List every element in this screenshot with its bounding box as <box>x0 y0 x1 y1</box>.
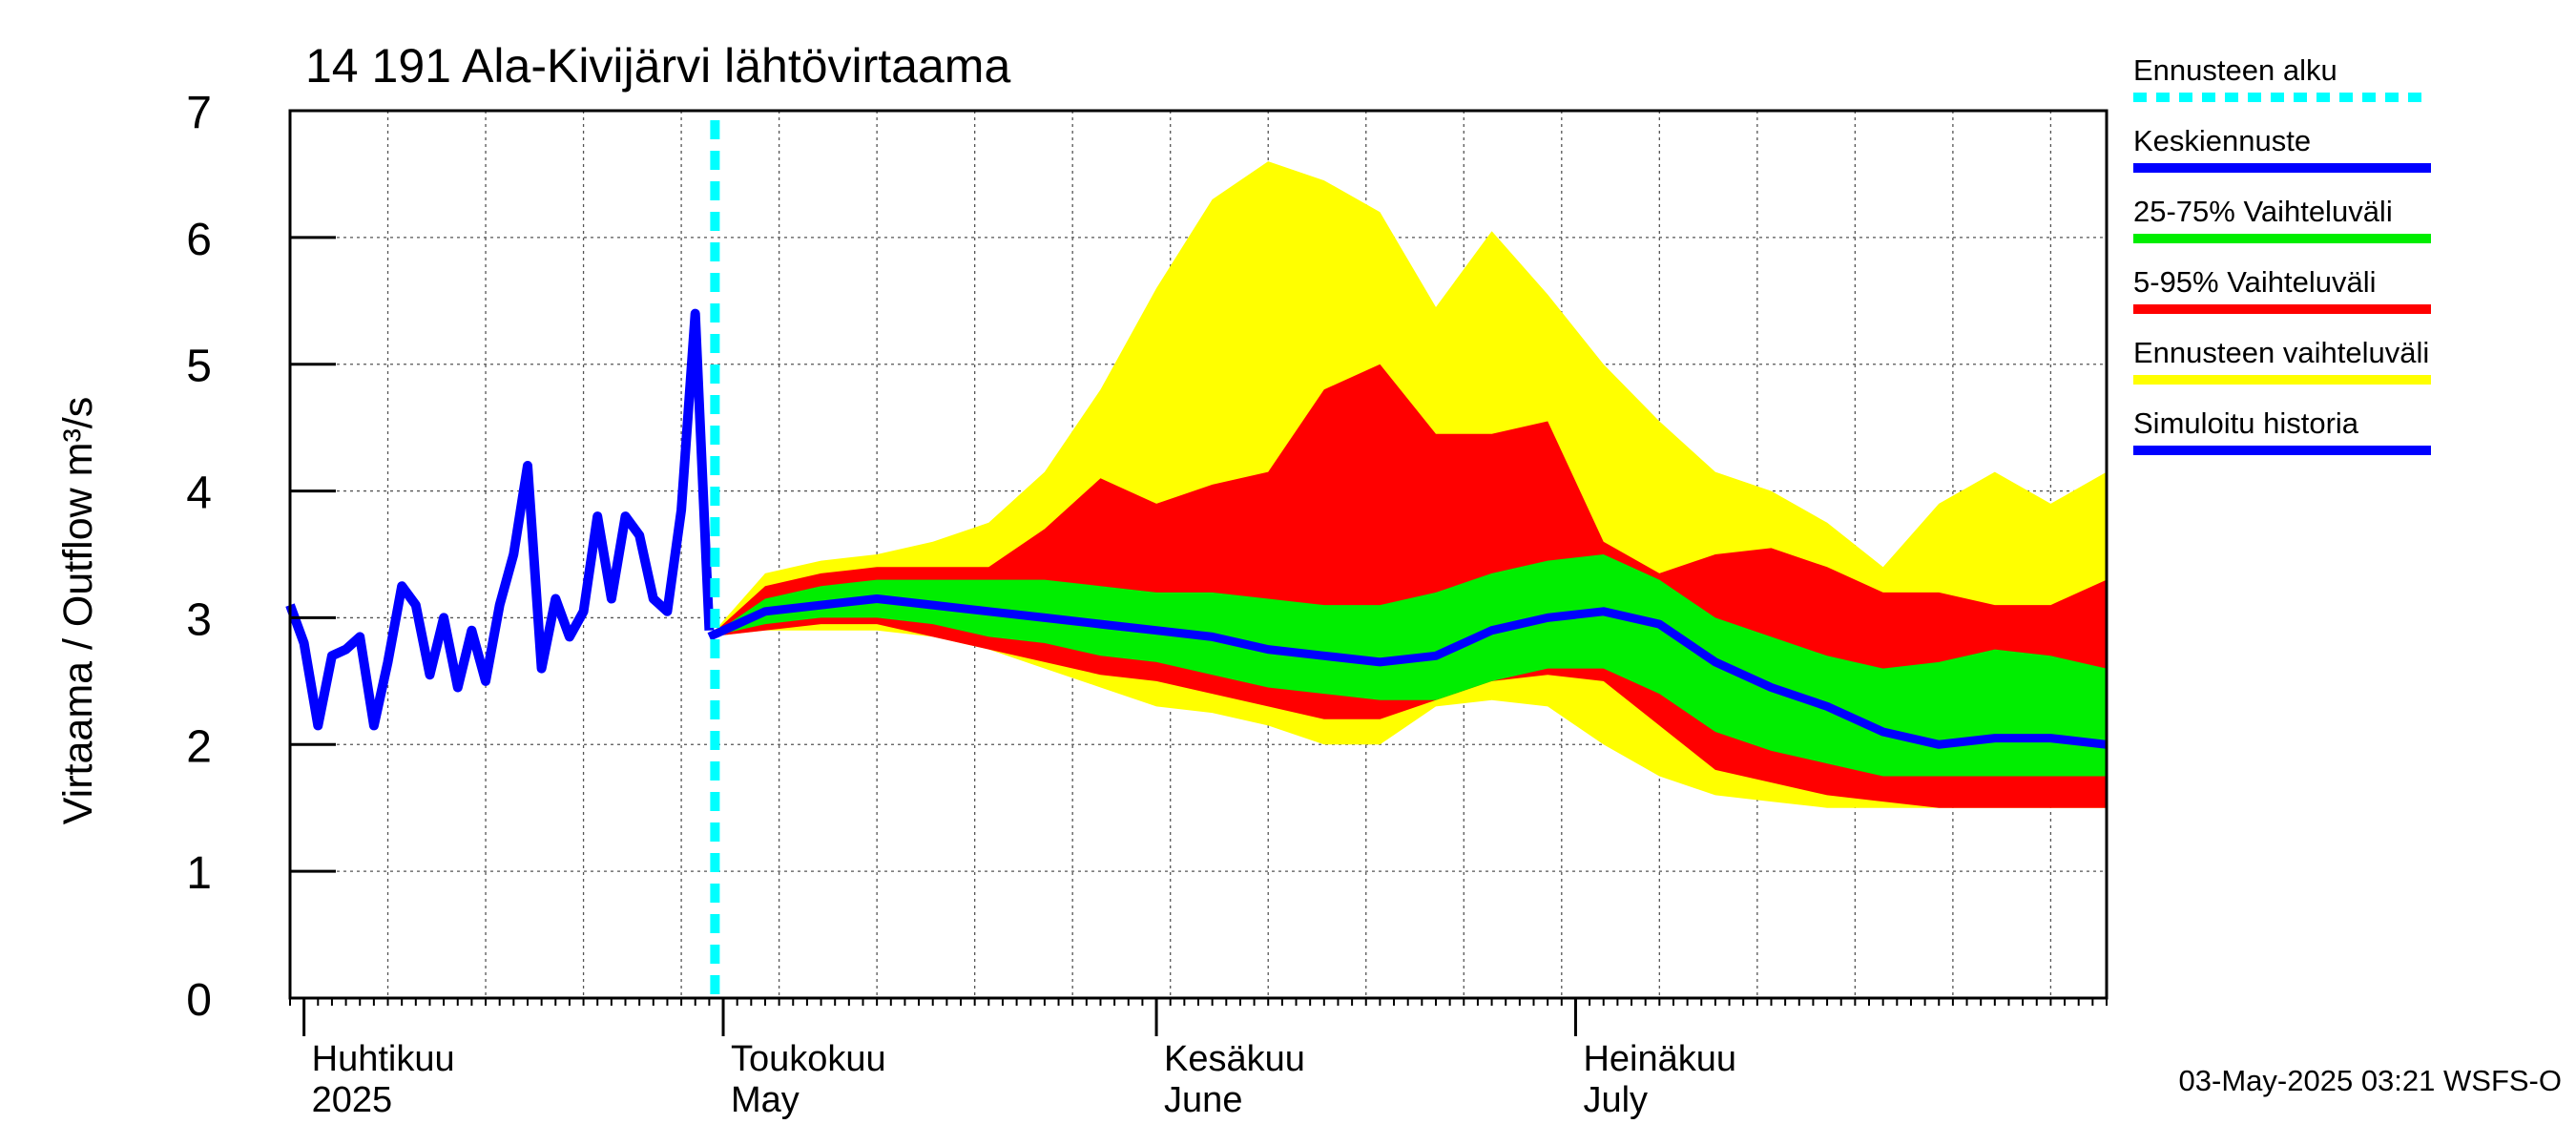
band-25-75 <box>709 554 2107 777</box>
chart-title: 14 191 Ala-Kivijärvi lähtövirtaama <box>305 39 1010 93</box>
x-month-label-en: May <box>731 1080 800 1120</box>
x-month-label-fi: Heinäkuu <box>1583 1039 1736 1079</box>
y-tick-label: 7 <box>186 88 212 138</box>
y-tick-label: 5 <box>186 342 212 392</box>
y-tick-label: 3 <box>186 594 212 645</box>
legend: Ennusteen alku Keskiennuste 25-75% Vaihtel… <box>2133 53 2431 455</box>
y-tick-label: 4 <box>186 468 212 519</box>
legend-label: 5-95% Vaihteluväli <box>2133 265 2376 299</box>
band-25-75-area <box>709 554 2107 777</box>
legend-label: Keskiennuste <box>2133 124 2311 157</box>
y-tick-labels: 0 1 2 3 4 5 6 7 <box>186 88 212 1026</box>
y-tick-label: 2 <box>186 721 212 772</box>
legend-label: Simuloitu historia <box>2133 406 2359 440</box>
x-month-label-fi: Kesäkuu <box>1164 1039 1305 1079</box>
y-tick-label: 6 <box>186 215 212 265</box>
y-tick-label: 1 <box>186 848 212 899</box>
x-month-label-en: 2025 <box>312 1080 393 1120</box>
x-month-label-fi: Huhtikuu <box>312 1039 455 1079</box>
timestamp: 03-May-2025 03:21 WSFS-O <box>2179 1064 2562 1097</box>
x-month-label-fi: Toukokuu <box>731 1039 886 1079</box>
median-series-line <box>707 594 2108 749</box>
x-month-label-en: June <box>1164 1080 1242 1120</box>
history-layer <box>285 308 715 731</box>
y-axis-label: Virtaama / Outflow m³/s <box>55 397 101 824</box>
legend-label: Ennusteen vaihteluväli <box>2133 336 2429 369</box>
legend-label: 25-75% Vaihteluväli <box>2133 195 2393 228</box>
history-series-line <box>285 308 715 731</box>
x-month-label-en: July <box>1583 1080 1648 1120</box>
y-tick-label: 0 <box>186 975 212 1026</box>
legend-label: Ennusteen alku <box>2133 53 2337 87</box>
axes <box>288 109 2109 1036</box>
median-layer <box>707 594 2108 749</box>
